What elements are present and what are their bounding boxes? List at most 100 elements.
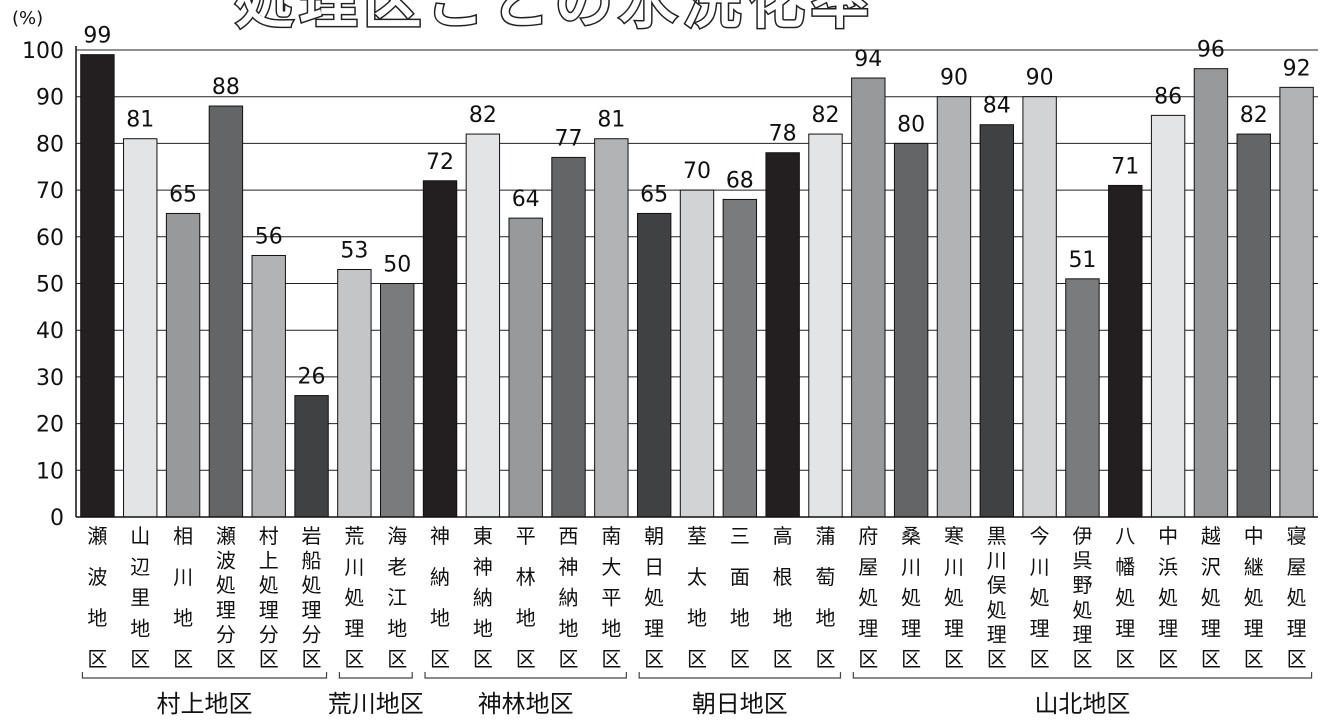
y-tick-label: 10 [36, 459, 64, 484]
category-label: 三面地区 [730, 524, 750, 671]
category-label: 南大平地区 [601, 524, 621, 671]
data-label: 26 [298, 365, 326, 390]
data-label: 99 [83, 24, 111, 49]
category-label: 高根地区 [773, 524, 793, 671]
group-bracket [338, 672, 413, 679]
data-label: 77 [555, 126, 583, 151]
y-axis-ticks: 0 10 20 30 40 50 60 70 80 90 100 [22, 39, 64, 531]
bar [808, 133, 843, 518]
bar [594, 138, 629, 518]
category-label: 八幡処理区 [1115, 524, 1135, 671]
data-label: 51 [1068, 248, 1096, 273]
bar [165, 212, 201, 518]
bar [1150, 114, 1186, 518]
group-bracket [81, 672, 328, 679]
category-label: 越沢処理区 [1201, 524, 1221, 671]
y-tick-label: 40 [36, 319, 64, 344]
bar [636, 212, 672, 518]
data-label: 53 [340, 238, 368, 263]
data-label: 81 [597, 108, 625, 133]
category-labels: 瀬波地区 山辺里地区 相川地区 瀬波処理分区 村上処理分区 岩船処理分区 荒川処理区 海老江地… [87, 524, 1306, 671]
group-label: 山北地区 [1034, 690, 1130, 718]
data-label: 68 [726, 168, 754, 193]
group-labels: 村上地区 荒川地区 神林地区 朝日地区 山北地区 [81, 672, 1313, 718]
bar [851, 77, 886, 518]
bar [679, 189, 715, 518]
y-tick-label: 0 [50, 506, 64, 531]
data-label: 81 [126, 108, 154, 133]
bar [1108, 184, 1143, 518]
group-bracket [852, 672, 1313, 679]
category-label: 今川処理区 [1030, 524, 1050, 671]
y-tick-label: 50 [36, 273, 64, 298]
bar [1193, 68, 1229, 518]
y-tick-label: 100 [22, 39, 64, 64]
category-label: 岩船処理分区 [302, 524, 322, 671]
data-label: 64 [512, 187, 540, 212]
category-label: 中浜処理区 [1158, 524, 1178, 671]
data-label: 72 [426, 150, 454, 175]
category-label: 神納地区 [430, 524, 450, 671]
y-tick-label: 90 [36, 86, 64, 111]
data-label: 71 [1111, 154, 1139, 179]
category-label: 寒川処理区 [944, 524, 964, 671]
bar [465, 133, 501, 518]
category-label: 村上処理分区 [259, 524, 279, 671]
category-label: 朝日処理区 [644, 524, 664, 671]
bar [765, 152, 800, 518]
category-label: 府屋処理区 [858, 524, 878, 671]
category-label: 中継処理区 [1244, 524, 1264, 671]
category-label: 荒川処理区 [344, 524, 364, 671]
chart-title: 処理区ごとの水洗化率 [235, 0, 874, 36]
y-tick-label: 70 [36, 179, 64, 204]
bar [294, 395, 329, 518]
category-label: 黒川俣処理区 [987, 524, 1007, 671]
category-label: 相川地区 [173, 524, 193, 671]
group-label: 朝日地区 [692, 690, 788, 718]
bar [893, 142, 929, 518]
bar [380, 283, 415, 518]
group-label: 荒川地区 [328, 690, 424, 718]
group-label: 村上地区 [156, 690, 252, 718]
bar [80, 54, 115, 518]
category-label: 瀬波処理分区 [216, 524, 236, 671]
data-label: 50 [383, 253, 411, 278]
bar [936, 96, 972, 518]
category-label: 桑川処理区 [901, 524, 921, 671]
data-label: 86 [1154, 84, 1182, 109]
bar [123, 138, 158, 518]
category-label: 西神納地区 [559, 524, 579, 671]
category-label: 平林地区 [516, 524, 536, 671]
category-label: 山辺里地区 [130, 524, 150, 671]
group-bracket [638, 672, 842, 679]
data-label: 94 [854, 47, 882, 72]
data-label: 56 [255, 224, 283, 249]
category-label: 寝屋処理区 [1287, 524, 1307, 671]
category-label: 蒲萄地区 [815, 524, 835, 671]
bar [251, 254, 286, 518]
y-tick-label: 30 [36, 366, 64, 391]
data-label: 90 [940, 66, 968, 91]
bar [208, 105, 244, 518]
data-label: 82 [469, 103, 497, 128]
data-label: 80 [897, 112, 925, 137]
bar [1236, 133, 1271, 518]
data-label: 65 [640, 182, 668, 207]
bar [337, 268, 372, 518]
bar [422, 180, 458, 518]
bar [1279, 86, 1314, 518]
data-label: 65 [169, 182, 197, 207]
bar [1065, 278, 1100, 518]
data-label: 92 [1283, 56, 1311, 81]
y-tick-label: 60 [36, 226, 64, 251]
data-label: 88 [212, 75, 240, 100]
bar [1022, 96, 1057, 518]
y-tick-label: 80 [36, 132, 64, 157]
y-tick-label: 20 [36, 413, 64, 438]
bar [979, 124, 1014, 518]
category-label: 伊呉野処理区 [1072, 524, 1092, 671]
bar [722, 198, 758, 518]
value-labels: 99 81 65 88 56 26 53 50 72 82 64 77 81 65 70 68 78 82 94 80… [83, 24, 1310, 390]
bar [551, 156, 586, 518]
